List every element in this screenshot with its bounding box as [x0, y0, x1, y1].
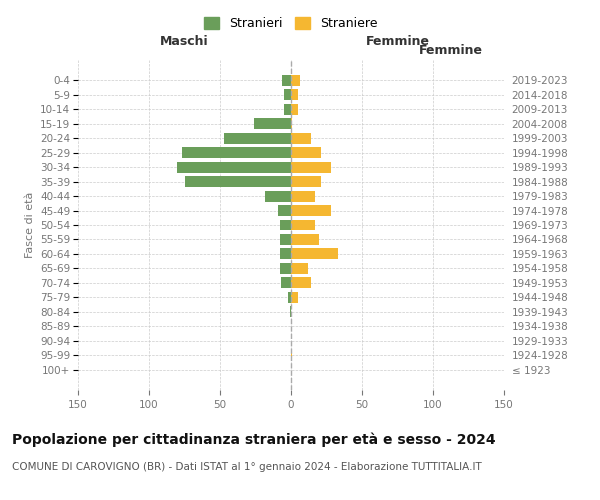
Bar	[283, 75, 291, 86]
Bar	[284, 90, 291, 101]
Bar	[291, 133, 311, 143]
Bar	[284, 104, 291, 115]
Bar	[291, 190, 315, 202]
Bar	[278, 205, 291, 216]
Text: Femmine: Femmine	[419, 44, 483, 57]
Text: COMUNE DI CAROVIGNO (BR) - Dati ISTAT al 1° gennaio 2024 - Elaborazione TUTTITAL: COMUNE DI CAROVIGNO (BR) - Dati ISTAT al…	[12, 462, 482, 472]
Bar	[291, 350, 292, 360]
Bar	[291, 234, 319, 245]
Bar	[291, 292, 298, 302]
Bar	[291, 75, 299, 86]
Bar	[290, 306, 291, 317]
Bar	[291, 148, 321, 158]
Bar	[281, 278, 291, 288]
Bar	[291, 278, 311, 288]
Bar	[254, 118, 291, 129]
Bar	[291, 90, 298, 101]
Text: Popolazione per cittadinanza straniera per età e sesso - 2024: Popolazione per cittadinanza straniera p…	[12, 432, 496, 447]
Bar	[291, 220, 315, 230]
Bar	[291, 176, 321, 187]
Bar	[280, 248, 291, 260]
Bar	[288, 292, 291, 302]
Bar	[265, 190, 291, 202]
Bar	[280, 234, 291, 245]
Bar	[185, 176, 291, 187]
Bar	[291, 118, 292, 129]
Bar	[291, 248, 338, 260]
Bar	[182, 148, 291, 158]
Text: Maschi: Maschi	[160, 36, 209, 49]
Bar	[280, 220, 291, 230]
Bar	[178, 162, 291, 172]
Legend: Stranieri, Straniere: Stranieri, Straniere	[200, 14, 382, 34]
Y-axis label: Fasce di età: Fasce di età	[25, 192, 35, 258]
Bar	[291, 205, 331, 216]
Bar	[291, 104, 298, 115]
Bar	[291, 162, 331, 172]
Text: Femmine: Femmine	[365, 36, 430, 49]
Bar	[291, 263, 308, 274]
Bar	[224, 133, 291, 143]
Bar	[280, 263, 291, 274]
